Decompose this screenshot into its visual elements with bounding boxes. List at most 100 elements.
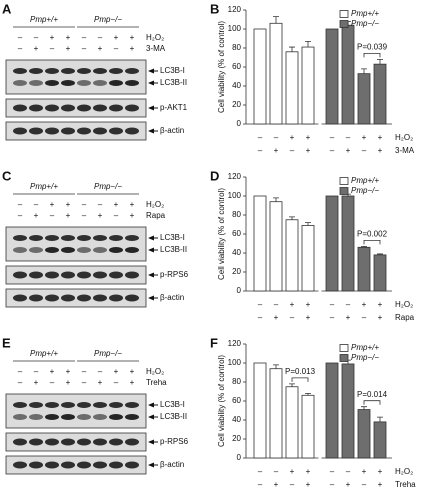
x-sign: + bbox=[306, 133, 311, 142]
band bbox=[93, 247, 107, 253]
axis-break bbox=[318, 288, 322, 294]
treatment-sign: – bbox=[114, 44, 119, 53]
treatment-sign: – bbox=[82, 33, 87, 42]
error-bar bbox=[377, 253, 383, 255]
error-bar bbox=[273, 197, 279, 202]
legend-swatch bbox=[339, 354, 349, 362]
band bbox=[45, 80, 59, 86]
band bbox=[125, 402, 139, 408]
band bbox=[77, 294, 91, 302]
band bbox=[29, 461, 43, 469]
blot-box bbox=[5, 432, 147, 452]
x-sign: + bbox=[362, 300, 367, 309]
treatment-sign: – bbox=[114, 378, 119, 387]
x-sign: – bbox=[330, 133, 335, 142]
y-tick-label: 60 bbox=[232, 229, 241, 238]
group-label: Pmp+/+ bbox=[30, 15, 58, 24]
band bbox=[45, 438, 59, 446]
band-label: LC3B-II bbox=[160, 78, 187, 87]
x-sign: + bbox=[362, 467, 367, 476]
legend-swatch bbox=[339, 10, 349, 18]
x-sign: – bbox=[258, 467, 263, 476]
band bbox=[93, 438, 107, 446]
band bbox=[77, 438, 91, 446]
x-sign: + bbox=[306, 300, 311, 309]
treatment-sign: – bbox=[82, 367, 87, 376]
band bbox=[109, 438, 123, 446]
band bbox=[125, 68, 139, 74]
bar bbox=[373, 63, 387, 125]
treatment-sign: + bbox=[130, 33, 135, 42]
bar bbox=[269, 201, 283, 292]
x-sign: – bbox=[274, 133, 279, 142]
band bbox=[77, 247, 91, 253]
legend-swatch bbox=[339, 187, 349, 195]
legend-label: Pmp−/− bbox=[351, 186, 379, 195]
row-name: Treha bbox=[395, 480, 416, 489]
band bbox=[109, 414, 123, 420]
treatment-sign: – bbox=[98, 33, 103, 42]
y-tick-label: 100 bbox=[228, 24, 242, 33]
band bbox=[93, 127, 107, 135]
treatment-name: Treha bbox=[146, 378, 167, 387]
row-name: Rapa bbox=[395, 313, 415, 322]
treatment-name: H₂O₂ bbox=[146, 367, 164, 376]
band bbox=[125, 294, 139, 302]
treatment-name: H₂O₂ bbox=[146, 33, 164, 42]
band bbox=[45, 127, 59, 135]
band bbox=[109, 127, 123, 135]
x-sign: – bbox=[362, 146, 367, 155]
treatment-sign: + bbox=[114, 200, 119, 209]
band bbox=[45, 294, 59, 302]
y-tick-label: 40 bbox=[232, 415, 241, 424]
legend-label: Pmp−/− bbox=[351, 19, 379, 28]
band bbox=[125, 127, 139, 135]
x-sign: – bbox=[290, 146, 295, 155]
error-bar bbox=[377, 416, 383, 422]
y-tick-label: 40 bbox=[232, 248, 241, 257]
arrow bbox=[148, 272, 154, 278]
band bbox=[77, 414, 91, 420]
y-axis-label: Cell viability (% of control) bbox=[217, 21, 226, 113]
treatment-sign: + bbox=[66, 44, 71, 53]
band bbox=[125, 80, 139, 86]
legend-label: Pmp+/+ bbox=[351, 176, 379, 185]
treatment-sign: + bbox=[50, 200, 55, 209]
blot-box bbox=[5, 59, 147, 95]
x-sign: – bbox=[290, 480, 295, 489]
band-label: LC3B-I bbox=[160, 400, 185, 409]
y-tick-label: 40 bbox=[232, 81, 241, 90]
band bbox=[61, 438, 75, 446]
band bbox=[77, 461, 91, 469]
band bbox=[61, 68, 75, 74]
bar bbox=[285, 386, 299, 459]
y-tick-label: 80 bbox=[232, 43, 241, 52]
y-tick-label: 120 bbox=[228, 339, 242, 348]
x-sign: + bbox=[290, 300, 295, 309]
band bbox=[77, 80, 91, 86]
band bbox=[77, 271, 91, 279]
blot-box bbox=[5, 98, 147, 118]
bar bbox=[357, 73, 371, 125]
band-label: LC3B-II bbox=[160, 245, 187, 254]
x-sign: + bbox=[306, 467, 311, 476]
treatment-sign: + bbox=[114, 367, 119, 376]
x-sign: + bbox=[362, 133, 367, 142]
y-tick-label: 0 bbox=[237, 119, 242, 128]
x-sign: – bbox=[346, 300, 351, 309]
x-sign: – bbox=[346, 467, 351, 476]
band bbox=[93, 235, 107, 241]
blot-box bbox=[5, 121, 147, 141]
x-sign: – bbox=[330, 467, 335, 476]
band bbox=[61, 104, 75, 112]
treatment-sign: – bbox=[114, 211, 119, 220]
treatment-sign: + bbox=[66, 211, 71, 220]
band bbox=[45, 461, 59, 469]
error-bar bbox=[361, 68, 367, 74]
x-sign: – bbox=[362, 480, 367, 489]
band bbox=[45, 247, 59, 253]
treatment-sign: – bbox=[18, 200, 23, 209]
bar bbox=[357, 246, 371, 292]
